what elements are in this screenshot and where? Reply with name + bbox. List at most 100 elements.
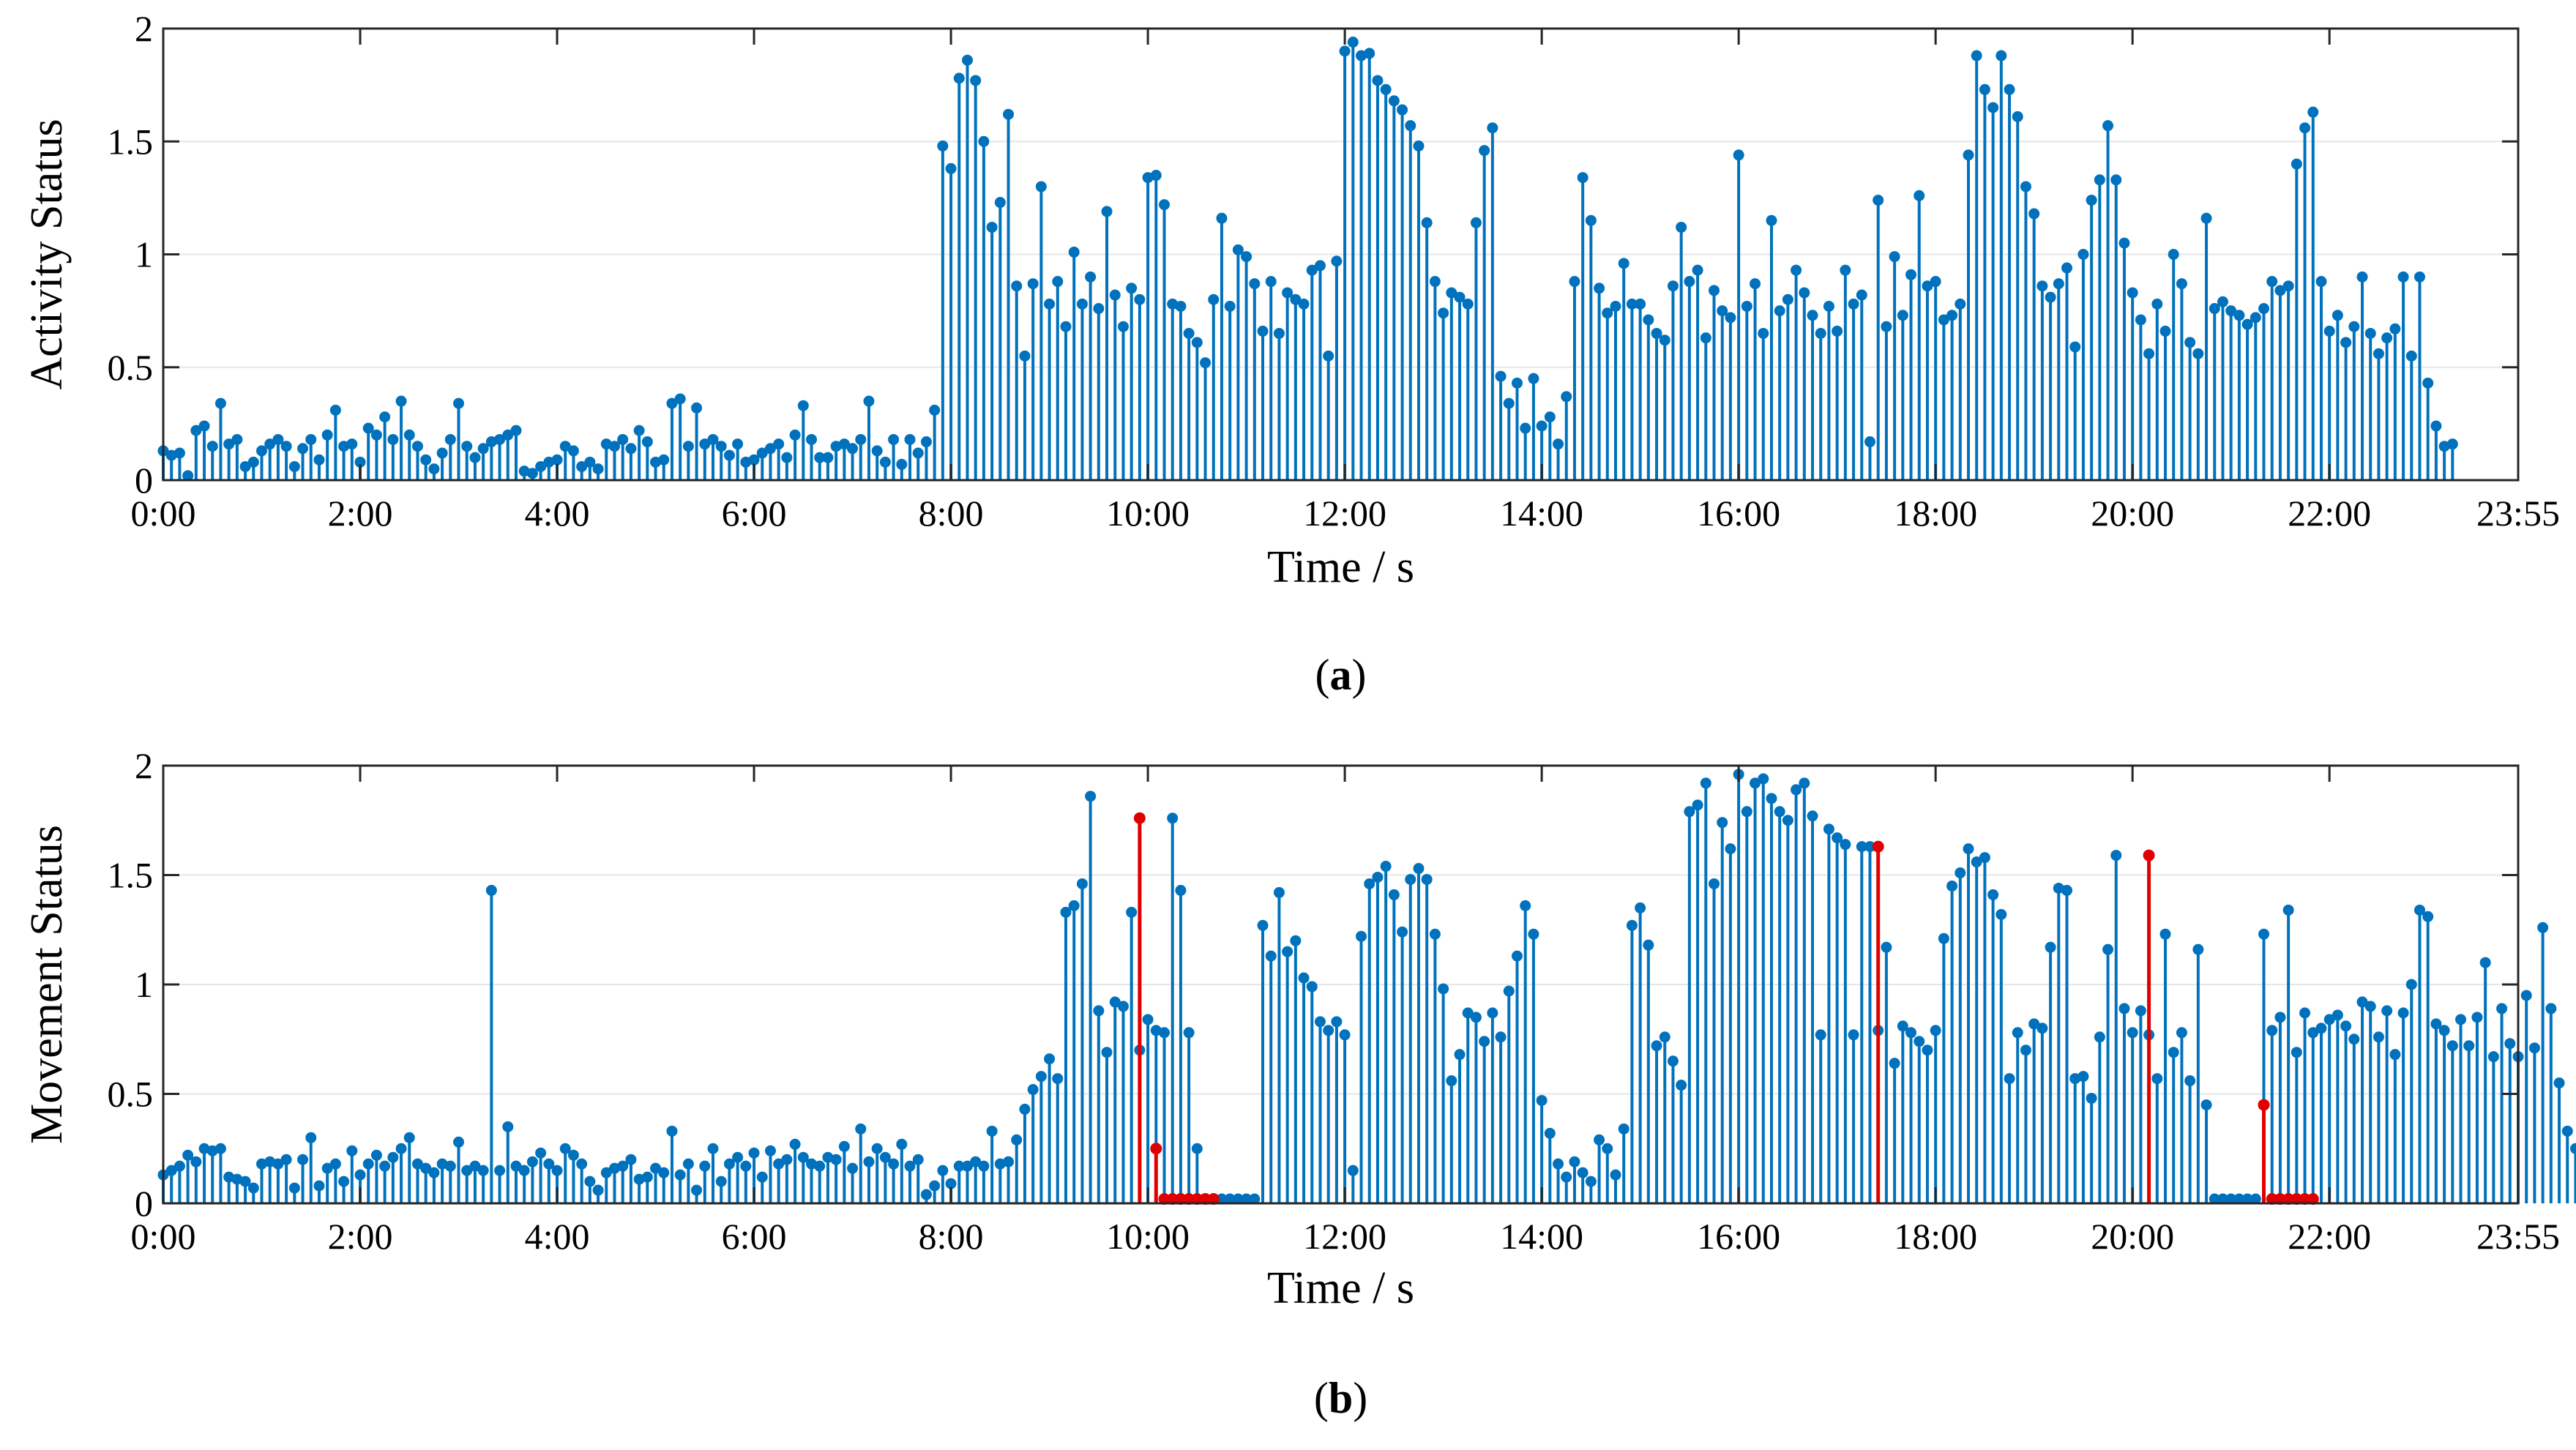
stem-marker <box>666 1125 678 1137</box>
highlight-stem-marker <box>1199 1193 1212 1206</box>
stem-marker <box>2168 1047 2179 1058</box>
stem-marker <box>1503 985 1515 997</box>
stem-marker <box>1536 1094 1548 1106</box>
stem-marker <box>1487 122 1498 134</box>
stem-marker <box>1618 1123 1629 1135</box>
stem-marker <box>1076 298 1088 310</box>
stem-marker <box>1807 810 1818 822</box>
stem-marker <box>2553 1077 2565 1089</box>
stem-marker <box>1093 303 1105 315</box>
stem-marker <box>379 1160 391 1172</box>
stem-marker <box>912 1154 924 1165</box>
stem-marker <box>2463 1040 2475 1052</box>
stem-marker <box>756 1171 768 1183</box>
stem-marker <box>1979 852 1990 864</box>
stem-marker <box>1175 300 1187 312</box>
stem-marker <box>329 404 341 416</box>
stem-marker <box>2028 208 2040 220</box>
stem-marker <box>1741 300 1752 312</box>
stem-marker <box>543 1158 555 1170</box>
x-tick-label: 0:00 <box>131 1216 196 1257</box>
stem-marker <box>773 438 785 450</box>
stem-marker <box>2307 106 2319 118</box>
stem-marker <box>1544 1127 1556 1139</box>
stem-marker <box>2012 111 2023 122</box>
stem-marker <box>1889 251 1900 263</box>
stem-marker <box>1889 1058 1900 1069</box>
stem-marker <box>2413 271 2425 283</box>
stem-marker <box>411 1158 423 1170</box>
stem-marker <box>1815 1029 1826 1041</box>
stem-marker <box>1635 298 1646 310</box>
stem-marker <box>1659 335 1670 346</box>
stem-marker <box>1364 48 1375 59</box>
stem-marker <box>584 1176 596 1187</box>
stem-marker <box>1347 1165 1359 1176</box>
stem-marker <box>313 454 325 466</box>
stem-marker <box>1388 889 1400 900</box>
stem-marker <box>2372 348 2384 359</box>
stem-marker <box>1487 1007 1498 1019</box>
stem-marker <box>1216 212 1228 224</box>
stem-marker <box>2340 337 2352 348</box>
stem-marker <box>682 1158 694 1170</box>
x-tick-label: 16:00 <box>1697 1216 1780 1257</box>
stem-marker <box>2315 1023 2327 1034</box>
stem-marker <box>600 1167 612 1178</box>
stem-marker <box>830 1154 842 1165</box>
stem-marker <box>1314 260 1326 272</box>
stem-marker <box>2323 1014 2335 1025</box>
panel-a-stems <box>157 37 2458 482</box>
stem-marker <box>231 433 243 445</box>
stem-marker <box>2102 120 2114 132</box>
stem-marker <box>1897 1020 1908 1032</box>
stem-marker <box>707 433 719 445</box>
stem-marker <box>2250 312 2261 324</box>
stem-marker <box>1109 289 1121 301</box>
stem-marker <box>1019 350 1031 362</box>
stem-marker <box>510 1160 522 1172</box>
stem-marker <box>198 420 210 432</box>
stem-marker <box>2537 922 2549 933</box>
stem-marker <box>1774 806 1785 818</box>
panel-b-x-ticks: 0:00 2:00 4:00 6:00 8:00 10:00 12:00 14:00 16:00… <box>131 766 2560 1257</box>
stem-marker <box>838 1140 850 1152</box>
stem-marker <box>715 1176 727 1187</box>
stem-marker <box>173 447 185 459</box>
stem-marker <box>855 433 867 445</box>
stem-marker <box>173 1160 185 1172</box>
stem-marker <box>2241 318 2253 330</box>
stem-marker <box>961 54 973 66</box>
stem-marker <box>461 441 473 452</box>
stem-marker <box>2118 237 2130 249</box>
stem-marker <box>1938 933 1949 944</box>
y-tick-label: 1.5 <box>108 855 154 896</box>
x-tick-label: 8:00 <box>919 493 984 534</box>
stem-marker <box>699 1160 711 1172</box>
stem-marker <box>945 1178 957 1189</box>
stem-marker <box>937 140 949 152</box>
stem-marker <box>1832 325 1843 337</box>
stem-marker <box>1011 280 1023 292</box>
stem-marker <box>2086 194 2097 206</box>
stem-marker <box>2282 904 2294 916</box>
stem-marker <box>551 1165 563 1176</box>
stem-marker <box>2561 1125 2573 1137</box>
stem-marker <box>354 1169 366 1181</box>
stem-marker <box>658 454 670 466</box>
stem-marker <box>1651 327 1662 339</box>
x-tick-label: 20:00 <box>2091 1216 2174 1257</box>
stem-marker <box>485 884 497 896</box>
stem-marker <box>888 433 900 445</box>
stem-marker <box>1405 120 1416 132</box>
stem-marker <box>740 1160 752 1172</box>
stem-marker <box>2028 1018 2040 1030</box>
stem-marker <box>1823 300 1834 312</box>
stem-marker <box>1782 815 1793 826</box>
stem-marker <box>321 429 333 441</box>
stem-marker <box>1126 283 1138 294</box>
stem-marker <box>1864 841 1875 853</box>
stem-marker <box>2217 1193 2228 1205</box>
stem-marker <box>1848 298 1859 310</box>
